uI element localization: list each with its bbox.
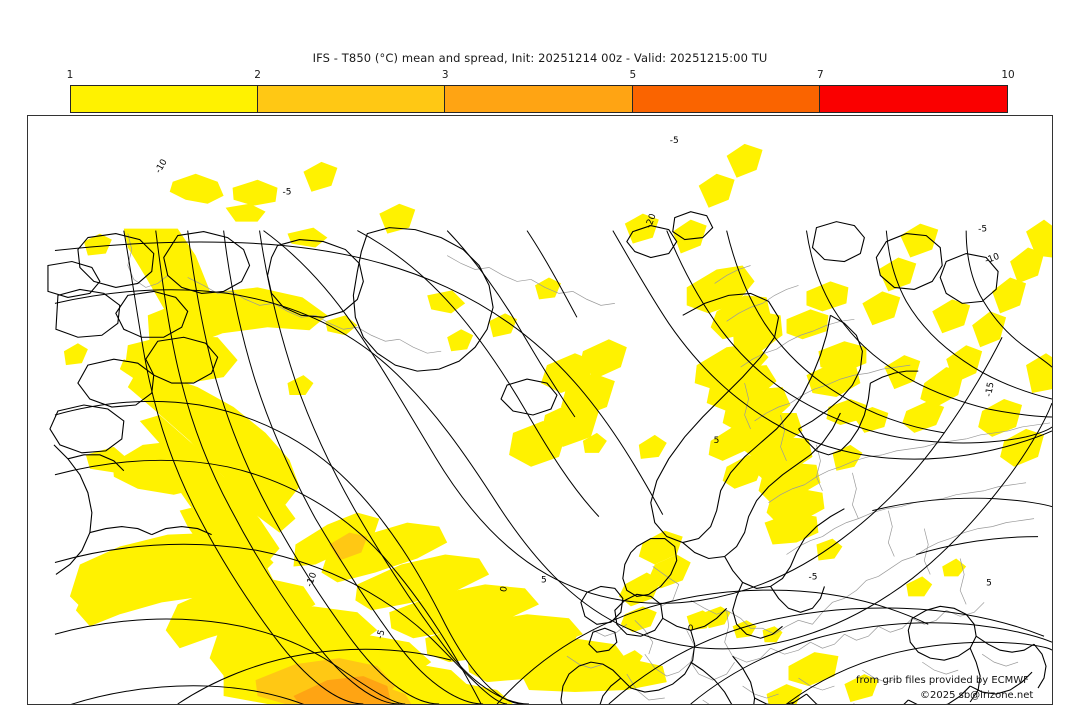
colorbar-tick-3: 3 [441, 69, 449, 81]
colorbar-segment-3-5 [445, 86, 633, 112]
svg-text:5: 5 [986, 578, 992, 588]
svg-text:0: 0 [499, 585, 510, 593]
colorbar-segment-7-10 [819, 86, 1007, 112]
svg-text:-10: -10 [984, 252, 1001, 266]
svg-text:-10: -10 [305, 571, 320, 588]
weather-map[interactable]: -20 -5 -5 -10 -10 -5 -15 -10 -5 0 -5 5 0… [27, 115, 1053, 705]
map-canvas: -20 -5 -5 -10 -10 -5 -15 -10 -5 0 -5 5 0… [47, 136, 1052, 704]
isotherm-contours-layer [54, 230, 1052, 704]
svg-text:-5: -5 [670, 136, 679, 146]
colorbar-tick-7: 7 [817, 69, 824, 81]
colorbar-tick-10: 10 [1001, 69, 1015, 81]
colorbar-tick-1: 1 [66, 69, 74, 81]
colorbar: 1 2 3 5 7 10 [67, 69, 1015, 113]
colorbar-segment-5-7 [632, 86, 820, 112]
colorbar-gradient [70, 85, 1008, 113]
svg-text:5: 5 [541, 575, 547, 585]
svg-text:5: 5 [714, 436, 720, 446]
svg-text:-5: -5 [283, 188, 292, 198]
colorbar-segment-1-2 [71, 86, 259, 112]
svg-text:0: 0 [688, 624, 694, 634]
colorbar-segment-2-3 [258, 86, 446, 112]
credit-owner: ©2025 sb@irizone.net [920, 690, 1034, 701]
credit-source: from grib files provided by ECMWF [856, 675, 1029, 686]
coastlines-layer [47, 211, 1047, 704]
colorbar-tick-labels: 1 2 3 5 7 10 [66, 68, 1015, 83]
svg-text:-5: -5 [978, 225, 987, 235]
spread-band-3-5 [293, 676, 392, 704]
svg-text:-20: -20 [644, 212, 659, 229]
colorbar-tick-2: 2 [254, 69, 261, 81]
svg-text:-5: -5 [808, 572, 817, 582]
svg-text:-10: -10 [154, 157, 170, 175]
svg-text:-5: -5 [376, 629, 388, 640]
svg-text:-15: -15 [984, 381, 996, 397]
colorbar-tick-5: 5 [629, 69, 637, 81]
page-title: IFS - T850 (°C) mean and spread, Init: 2… [312, 51, 768, 65]
